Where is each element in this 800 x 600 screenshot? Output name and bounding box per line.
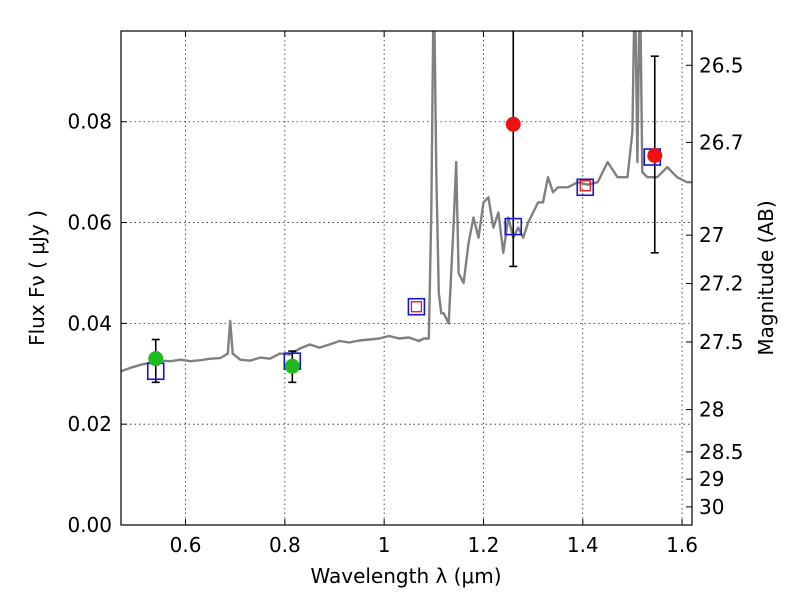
right-tick-label: 27.5: [699, 330, 744, 354]
right-tick-label: 28: [699, 398, 724, 422]
x-tick-label: 1: [378, 533, 391, 557]
y-tick-label: 0.08: [67, 110, 112, 134]
green-point: [148, 351, 164, 367]
green-point: [284, 358, 300, 374]
x-tick-label: 1.2: [468, 533, 500, 557]
right-tick-label: 29: [699, 467, 724, 491]
right-tick-label: 26.7: [699, 130, 744, 154]
model-square: [576, 178, 595, 197]
sed-line: [121, 31, 692, 373]
x-tick-label: 0.8: [269, 533, 301, 557]
observed-square: [410, 301, 423, 313]
y-axis-label: Flux Fν ( μJy ): [25, 210, 49, 346]
model-square: [504, 217, 523, 236]
right-tick-label: 28.5: [699, 440, 744, 464]
x-tick-label: 0.6: [170, 533, 202, 557]
right-tick-label: 27.2: [699, 272, 744, 296]
model-square: [407, 297, 426, 316]
grid-lines: [121, 31, 692, 526]
right-tick-label: 27: [699, 223, 724, 247]
y-tick-label: 0.04: [67, 311, 112, 335]
x-tick-label: 1.4: [567, 533, 599, 557]
axis-ticks: 0.6 0.8 1 1.2 1.4 1.6 0.00 0.02 0.04 0.06 0.08 26.5…: [67, 31, 744, 557]
right-tick-label: 26.5: [699, 53, 744, 77]
y-tick-label: 0.00: [67, 513, 112, 537]
y-tick-label: 0.02: [67, 412, 112, 436]
red-point: [505, 116, 521, 132]
right-axis-label: Magnitude (AB): [754, 200, 778, 355]
x-tick-label: 1.6: [666, 533, 698, 557]
plot-frame: [120, 30, 693, 526]
y-tick-label: 0.06: [67, 211, 112, 235]
observed-square: [579, 180, 591, 192]
plot-area: [121, 31, 692, 384]
red-point: [647, 148, 663, 164]
x-axis-label: Wavelength λ (μm): [310, 564, 501, 588]
right-tick-label: 30: [699, 495, 724, 519]
